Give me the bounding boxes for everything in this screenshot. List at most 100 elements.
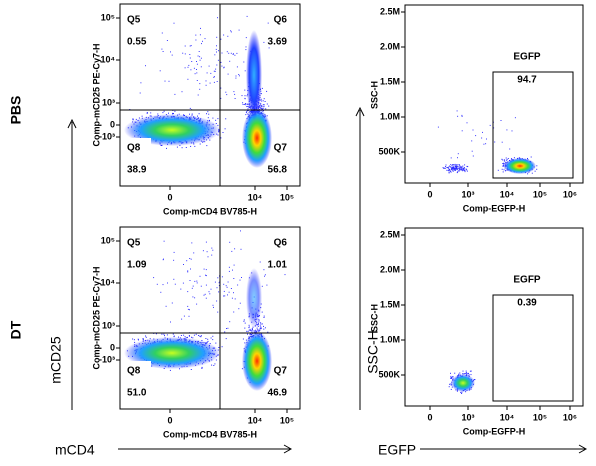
event-dot <box>461 391 463 393</box>
event-dot <box>190 145 192 147</box>
event-dot <box>226 286 228 288</box>
event-dot <box>457 171 459 173</box>
event-dot <box>215 68 217 70</box>
event-dot <box>505 159 507 161</box>
y-axis-label: Comp-mCD25 PE-Cy7-H <box>91 266 101 369</box>
event-dot <box>450 377 452 379</box>
event-dot <box>140 82 142 84</box>
event-dot <box>142 338 144 340</box>
event-dot <box>166 40 168 41</box>
event-dot <box>466 372 468 374</box>
event-dot <box>451 168 453 170</box>
event-dot <box>249 328 251 330</box>
event-dot <box>534 170 536 172</box>
event-dot <box>452 170 454 172</box>
event-dot <box>474 379 476 381</box>
event-dot <box>218 291 220 293</box>
event-dot <box>227 281 229 283</box>
event-dot <box>191 61 193 62</box>
event-dot <box>232 269 233 271</box>
event-dot <box>195 34 197 36</box>
event-dot <box>457 164 459 166</box>
x-axis-label: Comp-mCD4 BV785-H <box>163 429 257 439</box>
event-dot <box>449 168 450 170</box>
event-dot <box>217 59 219 61</box>
cloud <box>242 331 272 391</box>
y-axis-label: Comp-mCD25 PE-Cy7-H <box>91 43 101 146</box>
event-dot <box>248 324 250 326</box>
event-dot <box>173 251 175 253</box>
event-dot <box>195 333 197 335</box>
event-dot <box>243 319 245 321</box>
event-dot <box>259 107 261 109</box>
event-dot <box>257 330 259 332</box>
event-dot <box>247 333 248 335</box>
event-dot <box>502 159 504 161</box>
gate-value: 94.7 <box>517 75 537 86</box>
event-dot <box>456 166 457 168</box>
y-tick-label: 10⁵ <box>101 12 115 22</box>
event-dot <box>249 333 251 335</box>
event-dot <box>460 166 462 168</box>
event-dot <box>162 51 164 52</box>
event-dot <box>261 323 263 325</box>
event-dot <box>173 22 175 24</box>
event-dot <box>510 158 512 160</box>
event-dot <box>248 327 250 329</box>
x-tick-label: 10⁴ <box>500 412 514 422</box>
event-dot <box>260 102 262 104</box>
event-dot <box>446 169 448 171</box>
event-dot <box>233 264 235 266</box>
event-dot <box>214 54 216 56</box>
event-dot <box>204 38 206 40</box>
event-dot <box>241 95 243 97</box>
event-dot <box>162 284 164 286</box>
event-dot <box>464 167 465 169</box>
event-dot <box>190 258 192 260</box>
mask <box>121 138 151 183</box>
event-dot <box>229 241 231 243</box>
event-dot <box>452 164 454 166</box>
event-dot <box>172 333 174 335</box>
event-dot <box>210 288 212 290</box>
event-dot <box>212 249 214 251</box>
event-dot <box>497 169 499 171</box>
event-dot <box>268 105 270 107</box>
event-dot <box>220 61 222 63</box>
event-dot <box>221 65 223 67</box>
event-dot <box>149 338 151 340</box>
event-dot <box>205 269 207 271</box>
event-dot <box>194 280 196 282</box>
event-dot <box>233 91 235 93</box>
event-dot <box>221 276 223 278</box>
y-tick-label: 2.0M <box>380 41 400 51</box>
event-dot <box>506 129 508 131</box>
event-dot <box>451 164 453 166</box>
event-dot <box>452 166 454 168</box>
event-dot <box>266 115 268 117</box>
event-dot <box>261 87 263 89</box>
event-dot <box>241 368 243 370</box>
event-dot <box>456 390 458 392</box>
event-dot <box>247 108 249 110</box>
event-dot <box>172 112 174 114</box>
event-dot <box>457 153 459 155</box>
event-dot <box>180 335 182 336</box>
event-dot <box>205 241 207 243</box>
event-dot <box>141 115 143 117</box>
y-tick-label: 10⁵ <box>101 235 115 245</box>
event-dot <box>190 45 192 47</box>
event-dot <box>204 293 206 295</box>
event-dot <box>442 167 444 169</box>
event-dot <box>247 330 249 332</box>
event-dot <box>472 129 474 131</box>
event-dot <box>194 297 196 299</box>
event-dot <box>190 369 192 370</box>
y-tick-label: 1.0M <box>380 334 400 344</box>
row-label: DT <box>8 320 24 339</box>
event-dot <box>236 52 238 54</box>
event-dot <box>196 303 198 305</box>
x-tick-label: 10⁵ <box>533 412 547 422</box>
event-dot <box>511 130 513 132</box>
event-dot <box>244 322 246 324</box>
